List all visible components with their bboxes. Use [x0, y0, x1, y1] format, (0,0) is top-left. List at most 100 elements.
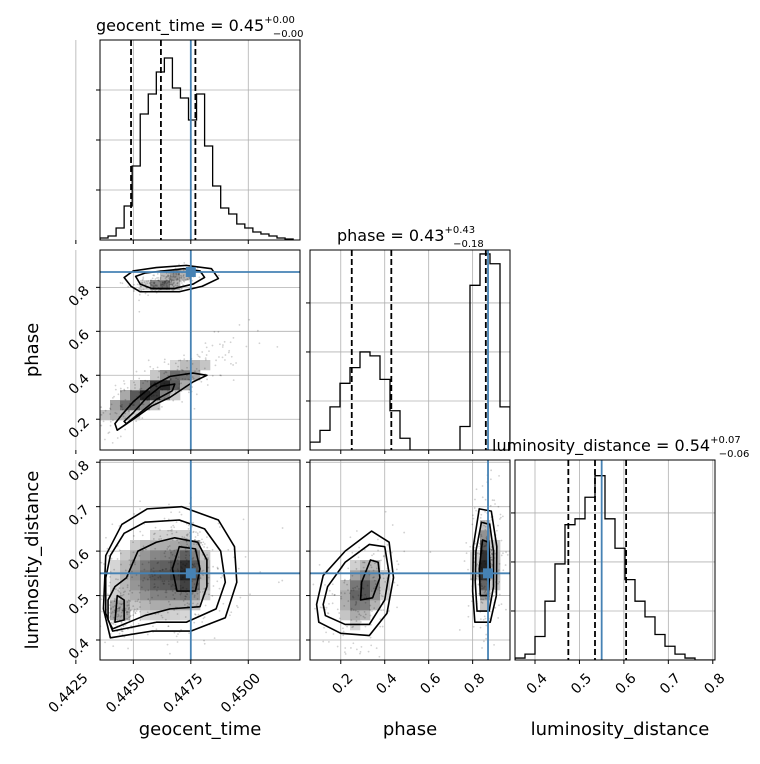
xlabel-phase: phase	[383, 719, 437, 740]
sample-point	[479, 626, 482, 629]
sample-point	[102, 420, 105, 423]
sample-point	[180, 369, 183, 371]
sample-point	[185, 587, 188, 590]
sample-point	[170, 528, 173, 531]
sample-point	[228, 349, 231, 352]
sample-point	[281, 579, 284, 582]
sample-point	[333, 593, 336, 596]
sample-point	[184, 598, 187, 600]
sample-point	[195, 367, 198, 370]
sample-point	[81, 447, 83, 449]
contour-2	[123, 383, 176, 425]
sample-point	[134, 611, 136, 614]
contour-1	[322, 543, 390, 626]
sample-point	[153, 574, 156, 577]
sample-point	[177, 562, 179, 565]
frame-p22	[514, 459, 716, 661]
sample-point	[161, 568, 164, 571]
density-cell	[100, 410, 111, 421]
sample-point	[182, 269, 185, 272]
sample-point	[489, 610, 492, 613]
sample-point	[166, 281, 169, 284]
sample-point	[185, 595, 187, 598]
sample-point	[481, 552, 484, 555]
sample-point	[373, 607, 376, 610]
sample-point	[164, 618, 167, 621]
sample-point	[117, 613, 120, 616]
sample-point	[493, 643, 495, 646]
density-cell	[490, 550, 501, 561]
sample-point	[490, 469, 493, 472]
sample-point	[105, 536, 107, 539]
sample-point	[187, 391, 190, 394]
sample-point	[117, 578, 119, 581]
sample-point	[134, 563, 136, 566]
sample-point	[120, 614, 123, 617]
sample-point	[338, 612, 341, 614]
sample-point	[157, 576, 160, 579]
sample-point	[138, 388, 141, 391]
sample-point	[168, 382, 171, 385]
sample-point	[127, 410, 130, 413]
sample-point	[350, 589, 353, 592]
sample-point	[145, 280, 148, 283]
sample-point	[324, 583, 326, 586]
density-cell	[120, 410, 131, 421]
sample-point	[359, 621, 362, 623]
sample-point	[277, 581, 280, 584]
sample-point	[186, 550, 189, 553]
sample-point	[170, 283, 173, 285]
sample-point	[352, 596, 355, 599]
sample-point	[342, 630, 345, 633]
density-cell	[180, 590, 191, 601]
sample-point	[483, 585, 486, 588]
sample-point	[146, 633, 149, 636]
sample-point	[171, 284, 174, 286]
sample-point	[111, 611, 114, 613]
sample-point	[157, 594, 159, 597]
sample-point	[163, 552, 166, 555]
sample-point	[165, 589, 168, 592]
density-cell	[200, 560, 211, 571]
sample-point	[489, 478, 492, 481]
sample-point	[147, 598, 150, 601]
density-cell	[370, 590, 381, 601]
density-cell	[140, 600, 151, 611]
sample-point	[153, 533, 155, 536]
sample-point	[121, 630, 124, 633]
sample-point	[181, 535, 184, 538]
sample-point	[171, 289, 174, 292]
sample-point	[193, 594, 196, 597]
sample-point	[183, 276, 185, 279]
sample-point	[188, 389, 191, 391]
sample-point	[138, 601, 141, 604]
density-cell	[180, 560, 191, 571]
sample-point	[146, 578, 149, 581]
sample-point	[201, 621, 204, 623]
sample-point	[170, 281, 173, 284]
sample-point	[169, 529, 172, 532]
sample-point	[382, 609, 385, 611]
sample-point	[169, 281, 172, 284]
sample-point	[148, 574, 151, 576]
sample-point	[124, 428, 127, 431]
density-cell	[200, 570, 211, 581]
sample-point	[481, 496, 484, 499]
sample-point	[178, 273, 180, 276]
density-cell	[170, 610, 181, 621]
sample-point	[382, 577, 385, 580]
sample-point	[485, 536, 488, 539]
sample-point	[213, 330, 216, 333]
title-phase: phase = 0.43+0.43 −0.18	[337, 225, 484, 250]
sample-point	[106, 593, 109, 596]
sample-point	[111, 397, 114, 399]
sample-point	[370, 566, 373, 569]
sample-point	[343, 605, 346, 607]
sample-point	[139, 610, 141, 613]
sample-point	[248, 318, 251, 321]
sample-point	[112, 606, 115, 608]
histogram-luminosity_distance	[515, 460, 715, 660]
sample-point	[325, 671, 327, 673]
sample-point	[206, 378, 208, 381]
sample-point	[169, 603, 171, 606]
